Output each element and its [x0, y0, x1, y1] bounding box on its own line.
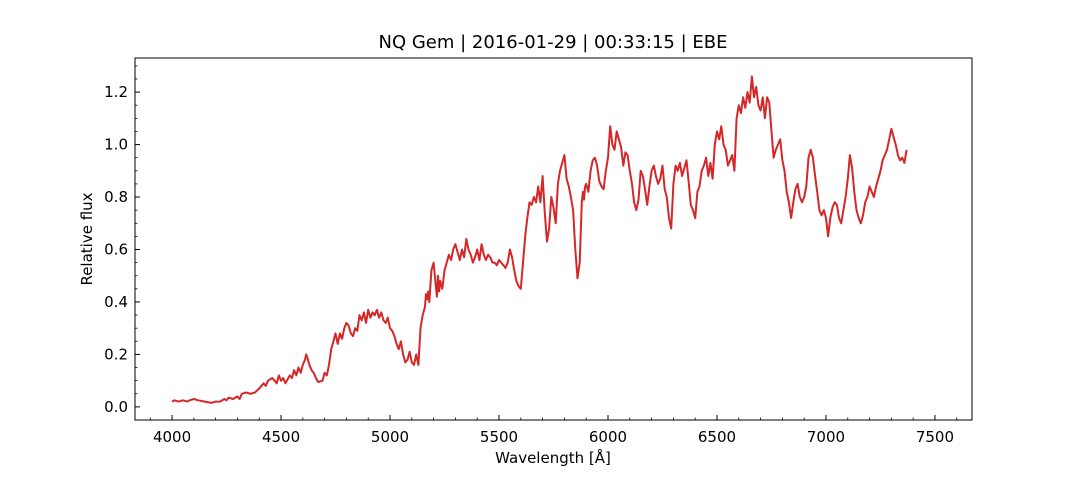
x-tick-label: 4000 — [153, 428, 191, 446]
x-tick-label: 5500 — [480, 428, 518, 446]
spectrum-line — [171, 75, 908, 404]
x-axis: 4000 4500 5000 5500 6000 6500 7000 7500 — [149, 415, 958, 446]
y-axis-label: Relative flux — [78, 192, 96, 285]
x-tick-label: 5000 — [371, 428, 409, 446]
x-tick-label: 7000 — [807, 428, 845, 446]
x-tick-label: 4500 — [262, 428, 300, 446]
y-tick-label: 0.2 — [104, 345, 128, 363]
x-tick-label: 7500 — [916, 428, 954, 446]
y-tick-label: 0.4 — [104, 293, 128, 311]
x-tick-label: 6000 — [589, 428, 627, 446]
y-tick-label: 0.6 — [104, 240, 128, 258]
chart-title: NQ Gem | 2016-01-29 | 00:33:15 | EBE — [379, 32, 728, 53]
x-axis-label: Wavelength [Å] — [495, 448, 611, 467]
y-tick-label: 0.0 — [104, 398, 128, 416]
y-tick-label: 0.8 — [104, 188, 128, 206]
plot-area — [134, 57, 973, 421]
spectrum-series — [171, 75, 908, 404]
y-tick-label: 1.0 — [104, 136, 128, 154]
y-tick-label: 1.2 — [104, 83, 128, 101]
x-tick-label: 6500 — [698, 428, 736, 446]
y-axis: 0.0 0.2 0.4 0.6 0.8 1.0 1.2 — [104, 65, 140, 421]
plot-frame — [134, 57, 973, 421]
